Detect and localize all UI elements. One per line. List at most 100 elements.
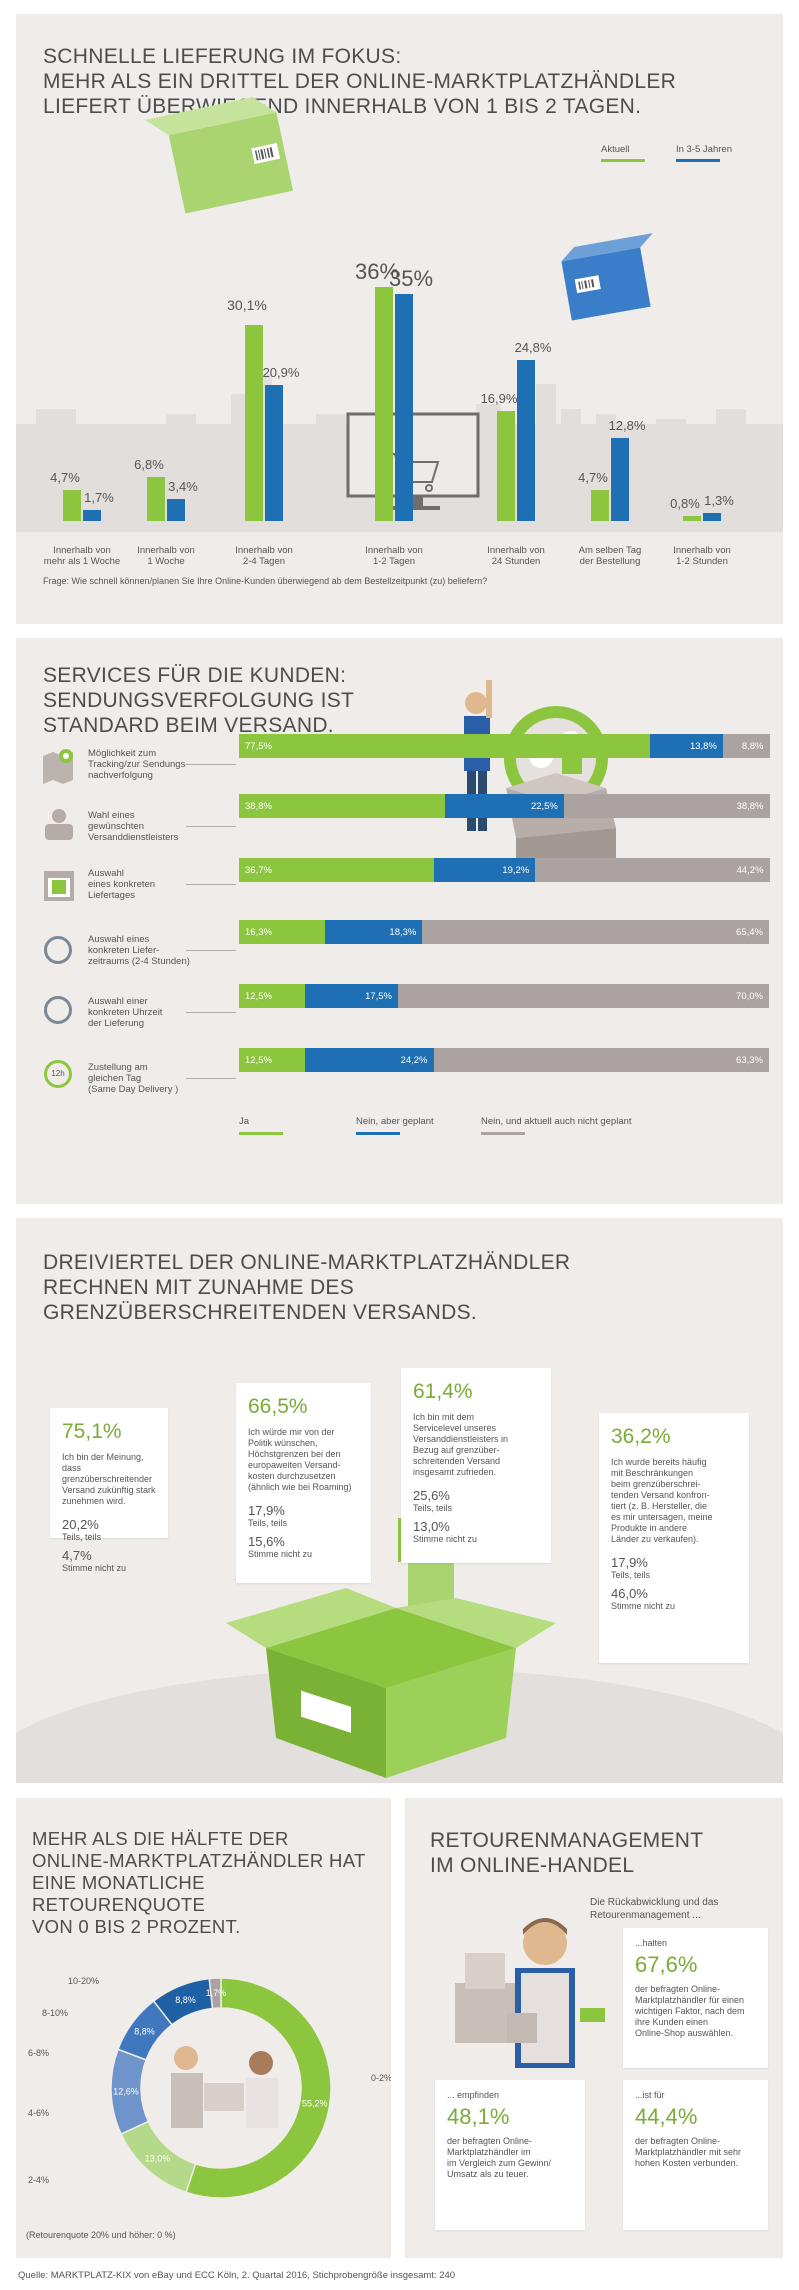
card-prefix: ...halten <box>635 1938 668 1948</box>
connector-line <box>186 884 236 885</box>
legend-label: Ja <box>239 1116 250 1127</box>
card-percentage: 67,6% <box>635 1952 698 1977</box>
slice-value-label: 8,8% <box>175 1995 196 2005</box>
segment-value-label: 17,5% <box>365 990 392 1002</box>
slice-category-label: 6-8% <box>28 2048 49 2058</box>
category-label: Innerhalb von 1-2 Stunden <box>673 545 731 567</box>
neutral-label: Teils, teils <box>611 1570 651 1580</box>
slice-category-label: 8-10% <box>42 2008 68 2018</box>
map-pin-icon <box>43 749 73 784</box>
section-return-rate-title: MEHR ALS DIE HÄLFTE DER ONLINE-MARKTPLAT… <box>32 1828 382 1938</box>
title-line: RECHNEN MIT ZUNAHME DES <box>43 1276 355 1299</box>
segment-value-label: 38,8% <box>245 800 272 812</box>
opinion-card: 61,4% Ich bin mit dem Servicelevel unseres… <box>401 1368 551 1563</box>
legend-item: Nein, und aktuell auch nicht geplant <box>481 1116 651 1138</box>
stacked-bar-segment: 38,8% <box>239 794 445 818</box>
card-prefix: ... empfinden <box>447 2090 500 2100</box>
service-label: Auswahl einer konkreten Uhrzeit der Liefer… <box>88 996 163 1029</box>
bar-value-label: 12,8% <box>608 417 646 433</box>
section-returns-management: RETOURENMANAGEMENT IM ONLINE-HANDEL Die … <box>405 1798 783 2258</box>
bar <box>395 293 413 521</box>
legend-item: Ja <box>239 1116 409 1138</box>
stacked-bar-row: 77,5% 13,8% 8,8% <box>239 734 770 758</box>
question-text: Frage: Wie schnell können/planen Sie Ihr… <box>43 576 488 586</box>
bar <box>703 512 721 521</box>
bar <box>375 287 393 521</box>
slice-value-label: 8,8% <box>134 2027 155 2037</box>
category-label: Innerhalb von 2-4 Tagen <box>235 545 293 567</box>
delivery-speed-bar-chart: 4,7% 1,7% Innerhalb von mehr als 1 Woche 6,8… <box>16 14 783 624</box>
service-label: Möglichkeit zum Tracking/zur Sendungs-nac… <box>88 748 189 781</box>
category-label: Innerhalb von 1 Woche <box>137 545 195 567</box>
connector-line <box>186 950 236 951</box>
stacked-bar-segment: 44,2% <box>535 858 770 882</box>
slice-value-label: 12,6% <box>113 2086 139 2096</box>
clock-icon <box>44 936 72 964</box>
card-text: der befragten Online- Marktplatzhändler i… <box>447 2136 552 2179</box>
bar <box>497 411 515 521</box>
title-line: VON 0 BIS 2 PROZENT. <box>32 1916 241 1937</box>
legend-current-swatch <box>601 159 645 162</box>
opinion-card: 66,5% Ich würde mir von der Politik wünsch… <box>236 1383 371 1583</box>
section-services: SERVICES FÜR DIE KUNDEN: SENDUNGSVERFOLG… <box>16 638 783 1204</box>
stacked-bar-segment: 38,8% <box>563 794 770 818</box>
section-services-title: SERVICES FÜR DIE KUNDEN: SENDUNGSVERFOLG… <box>43 663 443 738</box>
segment-value-label: 65,4% <box>736 926 763 938</box>
stacked-bar-segment: 12,5% <box>239 984 306 1008</box>
bar-value-label: 36% <box>355 259 400 284</box>
stacked-bar-row: 16,3% 18,3% 65,4% <box>239 920 769 944</box>
stacked-bar-segment: 16,3% <box>239 920 326 944</box>
connector-line <box>186 1078 236 1079</box>
title-line: IM ONLINE-HANDEL <box>430 1854 635 1877</box>
neutral-percentage: 25,6% <box>413 1488 450 1503</box>
segment-value-label: 24,2% <box>400 1054 428 1066</box>
statement-text: Ich wurde bereits häufig mit Beschränkung… <box>611 1457 713 1544</box>
agree-percentage: 61,4% <box>413 1380 473 1403</box>
stacked-bar-segment: 70,0% <box>398 984 769 1008</box>
stacked-bar-segment: 17,5% <box>305 984 398 1008</box>
intro-line: Die Rückabwicklung und das <box>590 1897 719 1908</box>
section-cross-border: DREIVIERTEL DER ONLINE-MARKTPLATZHÄNDLER… <box>16 1218 783 1783</box>
stacked-bar-row: 36,7% 19,2% 44,2% <box>239 858 770 882</box>
segment-value-label: 16,3% <box>245 926 272 938</box>
return-rate-donut-chart: 55,2% 0-2% 13,0% 2-4% 12,6% 4-6% 8,8% 6-8% 8,8% 8… <box>28 1976 391 2199</box>
bar-value-label: 0,8% <box>670 495 700 511</box>
stacked-bar-row: 12,5% 24,2% 63,3% <box>239 1048 769 1072</box>
stacked-bar-row: 12,5% 17,5% 70,0% <box>239 984 769 1008</box>
bar-value-label: 4,7% <box>578 470 608 486</box>
bar <box>83 509 101 521</box>
category-label: Am selben Tag der Bestellung <box>578 545 642 567</box>
neutral-label: Teils, teils <box>413 1503 453 1513</box>
legend-item: Nein, aber geplant <box>356 1116 526 1138</box>
legend-current: Aktuell <box>601 144 647 164</box>
bar-value-label: 1,3% <box>704 492 734 508</box>
slice-value-label: 55,2% <box>302 2098 328 2108</box>
bar-value-label: 6,8% <box>134 456 164 472</box>
title-line: DREIVIERTEL DER ONLINE-MARKTPLATZHÄNDLER <box>43 1251 571 1274</box>
legend-label: Nein, aber geplant <box>356 1116 434 1127</box>
bar <box>265 385 283 521</box>
legend-label: Nein, und aktuell auch nicht geplant <box>481 1116 632 1127</box>
legend-current-label: Aktuell <box>601 144 630 155</box>
title-line: STANDARD BEIM VERSAND. <box>43 714 334 737</box>
open-box-illustration <box>16 1518 783 1783</box>
segment-value-label: 22,5% <box>530 800 558 812</box>
stacked-bar-segment: 18,3% <box>325 920 423 944</box>
disagree-label: Stimme nicht zu <box>62 1563 127 1573</box>
title-line: SCHNELLE LIEFERUNG IM FOKUS: <box>43 45 402 68</box>
person-with-box-illustration <box>464 680 616 868</box>
title-line: EINE MONATLICHE RETOURENQUOTE <box>32 1872 206 1915</box>
slice-category-label: 10-20% <box>68 1976 99 1986</box>
bar <box>517 359 535 521</box>
connector-line <box>186 826 236 827</box>
section-returns-title: RETOURENMANAGEMENT IM ONLINE-HANDEL <box>430 1828 770 1878</box>
agree-percentage: 66,5% <box>248 1395 308 1418</box>
segment-value-label: 63,3% <box>736 1054 763 1066</box>
disagree-percentage: 13,0% <box>413 1519 450 1534</box>
disagree-percentage: 4,7% <box>62 1548 92 1563</box>
stacked-bar-segment: 77,5% <box>239 734 650 758</box>
disagree-percentage: 15,6% <box>248 1534 285 1549</box>
legend-swatch <box>481 1132 525 1135</box>
neutral-label: Teils, teils <box>62 1532 102 1542</box>
bar-value-label: 16,9% <box>480 391 518 407</box>
